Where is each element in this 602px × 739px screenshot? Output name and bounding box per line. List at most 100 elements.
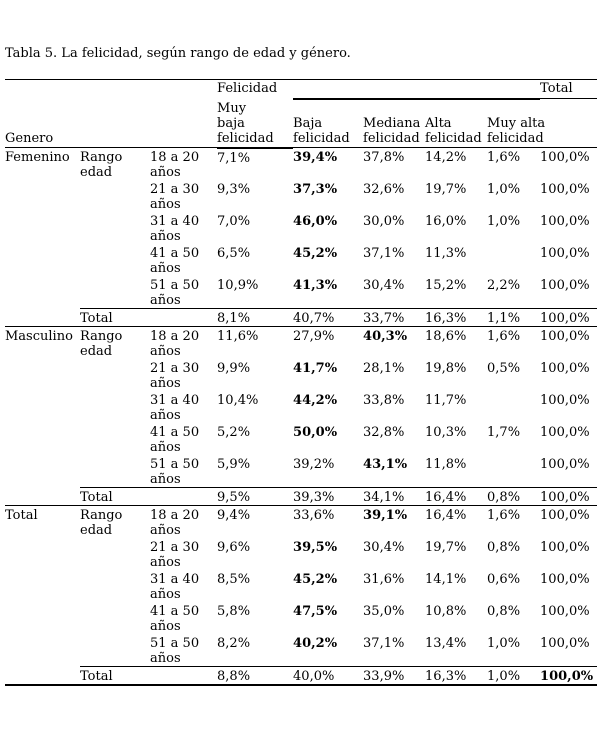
col-header-muy-baja: Muy baja felicidad	[217, 98, 294, 149]
col-header-baja: Baja felicidad	[293, 98, 364, 148]
value-cell: 37,3%	[293, 182, 338, 197]
value-cell: 0,6%	[487, 572, 521, 587]
value-cell: 100,0%	[540, 487, 598, 506]
age-cell: 51 a 50 años	[150, 457, 200, 487]
table-row: 21 a 30 años 9,3% 37,3% 32,6% 19,7% 1,0% 100,0…	[5, 180, 597, 212]
total-label-cell: Total	[80, 308, 218, 327]
value-cell: 18,6%	[425, 326, 488, 359]
page: Tabla 5. La felicidad, según rango de ed…	[5, 46, 598, 686]
spacer-cell	[540, 98, 598, 148]
value-cell: 0,8%	[487, 540, 521, 555]
age-cell: 41 a 50 años	[150, 246, 200, 276]
col-header-muy-alta: Muy alta felicidad	[487, 98, 545, 148]
value-cell: 14,1%	[425, 572, 467, 587]
value-cell: 100,0%	[540, 361, 590, 376]
value-cell: 27,9%	[293, 326, 364, 359]
value-cell: 10,9%	[217, 278, 259, 293]
row-label-cell: Rango edad	[80, 150, 123, 180]
table-row: 21 a 30 años 9,6% 39,5% 30,4% 19,7% 0,8% 100,0…	[5, 538, 597, 570]
value-cell: 100,0%	[540, 572, 590, 587]
value-cell: 13,4%	[425, 636, 467, 651]
section-total-row: Total 8,1% 40,7% 33,7% 16,3% 1,1% 100,0%	[5, 308, 598, 327]
genero-cell: Femenino	[5, 150, 70, 165]
age-cell: 51 a 50 años	[150, 278, 200, 308]
value-cell: 1,7%	[487, 425, 521, 440]
value-cell: 39,3%	[293, 487, 364, 506]
value-cell: 40,2%	[293, 636, 338, 651]
value-cell: 40,7%	[293, 308, 364, 327]
value-cell: 35,0%	[363, 604, 405, 619]
age-cell: 18 a 20 años	[150, 150, 200, 180]
spacer-cell	[5, 80, 217, 99]
value-cell: 1,6%	[487, 150, 521, 165]
value-cell: 1,6%	[487, 326, 541, 359]
value-cell: 1,0%	[487, 666, 541, 685]
value-cell: 39,4%	[293, 150, 338, 165]
genero-header: Genero	[5, 98, 80, 148]
age-cell: 18 a 20 años	[150, 326, 218, 359]
total-label-cell: Total	[80, 487, 218, 506]
value-cell: 50,0%	[293, 425, 338, 440]
value-cell: 37,1%	[363, 636, 405, 651]
table-row: 31 a 40 años 7,0% 46,0% 30,0% 16,0% 1,0% 100,0…	[5, 212, 597, 244]
value-cell: 5,2%	[217, 425, 251, 440]
value-cell: 100,0%	[540, 278, 590, 293]
value-cell: 28,1%	[363, 361, 405, 376]
value-cell: 8,5%	[217, 572, 251, 587]
value-cell: 5,9%	[217, 457, 251, 472]
value-cell: 30,0%	[363, 214, 405, 229]
value-cell: 1,6%	[487, 505, 541, 538]
value-cell: 46,0%	[293, 214, 338, 229]
total-label-cell: Total	[80, 666, 218, 685]
value-cell: 37,1%	[363, 246, 405, 261]
value-cell: 10,4%	[217, 393, 259, 408]
value-cell: 7,1%	[217, 150, 251, 166]
value-cell: 9,6%	[217, 540, 251, 555]
value-cell: 16,3%	[425, 666, 488, 685]
value-cell: 33,6%	[293, 505, 364, 538]
col-header-mediana: Mediana felicidad	[363, 98, 426, 148]
value-cell: 100,0%	[540, 246, 590, 261]
value-cell	[487, 244, 540, 276]
value-cell: 8,1%	[217, 308, 294, 327]
group-header-row: Felicidad Total	[5, 79, 598, 100]
value-cell: 100,0%	[540, 457, 590, 472]
column-header-row: Genero Muy baja felicidad Baja felicidad…	[5, 98, 598, 149]
value-cell: 41,7%	[293, 361, 338, 376]
value-cell: 19,7%	[425, 182, 467, 197]
value-cell: 100,0%	[540, 540, 590, 555]
value-cell: 0,5%	[487, 361, 521, 376]
value-cell: 11,6%	[217, 326, 294, 359]
value-cell: 100,0%	[540, 182, 590, 197]
table-row: 31 a 40 años 8,5% 45,2% 31,6% 14,1% 0,6% 100,0…	[5, 570, 597, 602]
age-cell: 31 a 40 años	[150, 572, 200, 602]
value-cell: 40,0%	[293, 666, 364, 685]
age-cell: 18 a 20 años	[150, 505, 218, 538]
age-cell: 31 a 40 años	[150, 393, 200, 423]
value-cell: 100,0%	[540, 505, 598, 538]
value-cell: 32,8%	[363, 425, 405, 440]
value-cell	[487, 391, 540, 423]
value-cell: 41,3%	[293, 278, 338, 293]
table-row: 41 a 50 años 5,8% 47,5% 35,0% 10,8% 0,8% 100,0…	[5, 602, 597, 634]
value-cell: 16,4%	[425, 505, 488, 538]
genero-cell: Total	[5, 505, 80, 685]
age-cell: 51 a 50 años	[150, 636, 200, 666]
value-cell: 44,2%	[293, 393, 338, 408]
table-row: Masculino Rango edad 18 a 20 años 11,6% 27,9…	[5, 326, 598, 506]
value-cell: 6,5%	[217, 246, 251, 261]
value-cell: 8,8%	[217, 666, 294, 685]
value-cell: 8,2%	[217, 636, 251, 651]
value-cell: 10,3%	[425, 425, 467, 440]
total-column-header: Total	[540, 79, 598, 99]
value-cell: 100,0%	[540, 604, 590, 619]
value-cell: 19,8%	[425, 361, 467, 376]
value-cell: 19,7%	[425, 540, 467, 555]
age-cell: 21 a 30 años	[150, 361, 200, 391]
value-cell: 45,2%	[293, 572, 338, 587]
value-cell: 39,5%	[293, 540, 338, 555]
table-body: Femenino Rango edad 18 a 20 años 7,1% 39,4% 3…	[5, 148, 598, 685]
value-cell: 40,3%	[363, 326, 426, 359]
value-cell: 100,0%	[540, 308, 598, 327]
value-cell: 7,0%	[217, 214, 251, 229]
